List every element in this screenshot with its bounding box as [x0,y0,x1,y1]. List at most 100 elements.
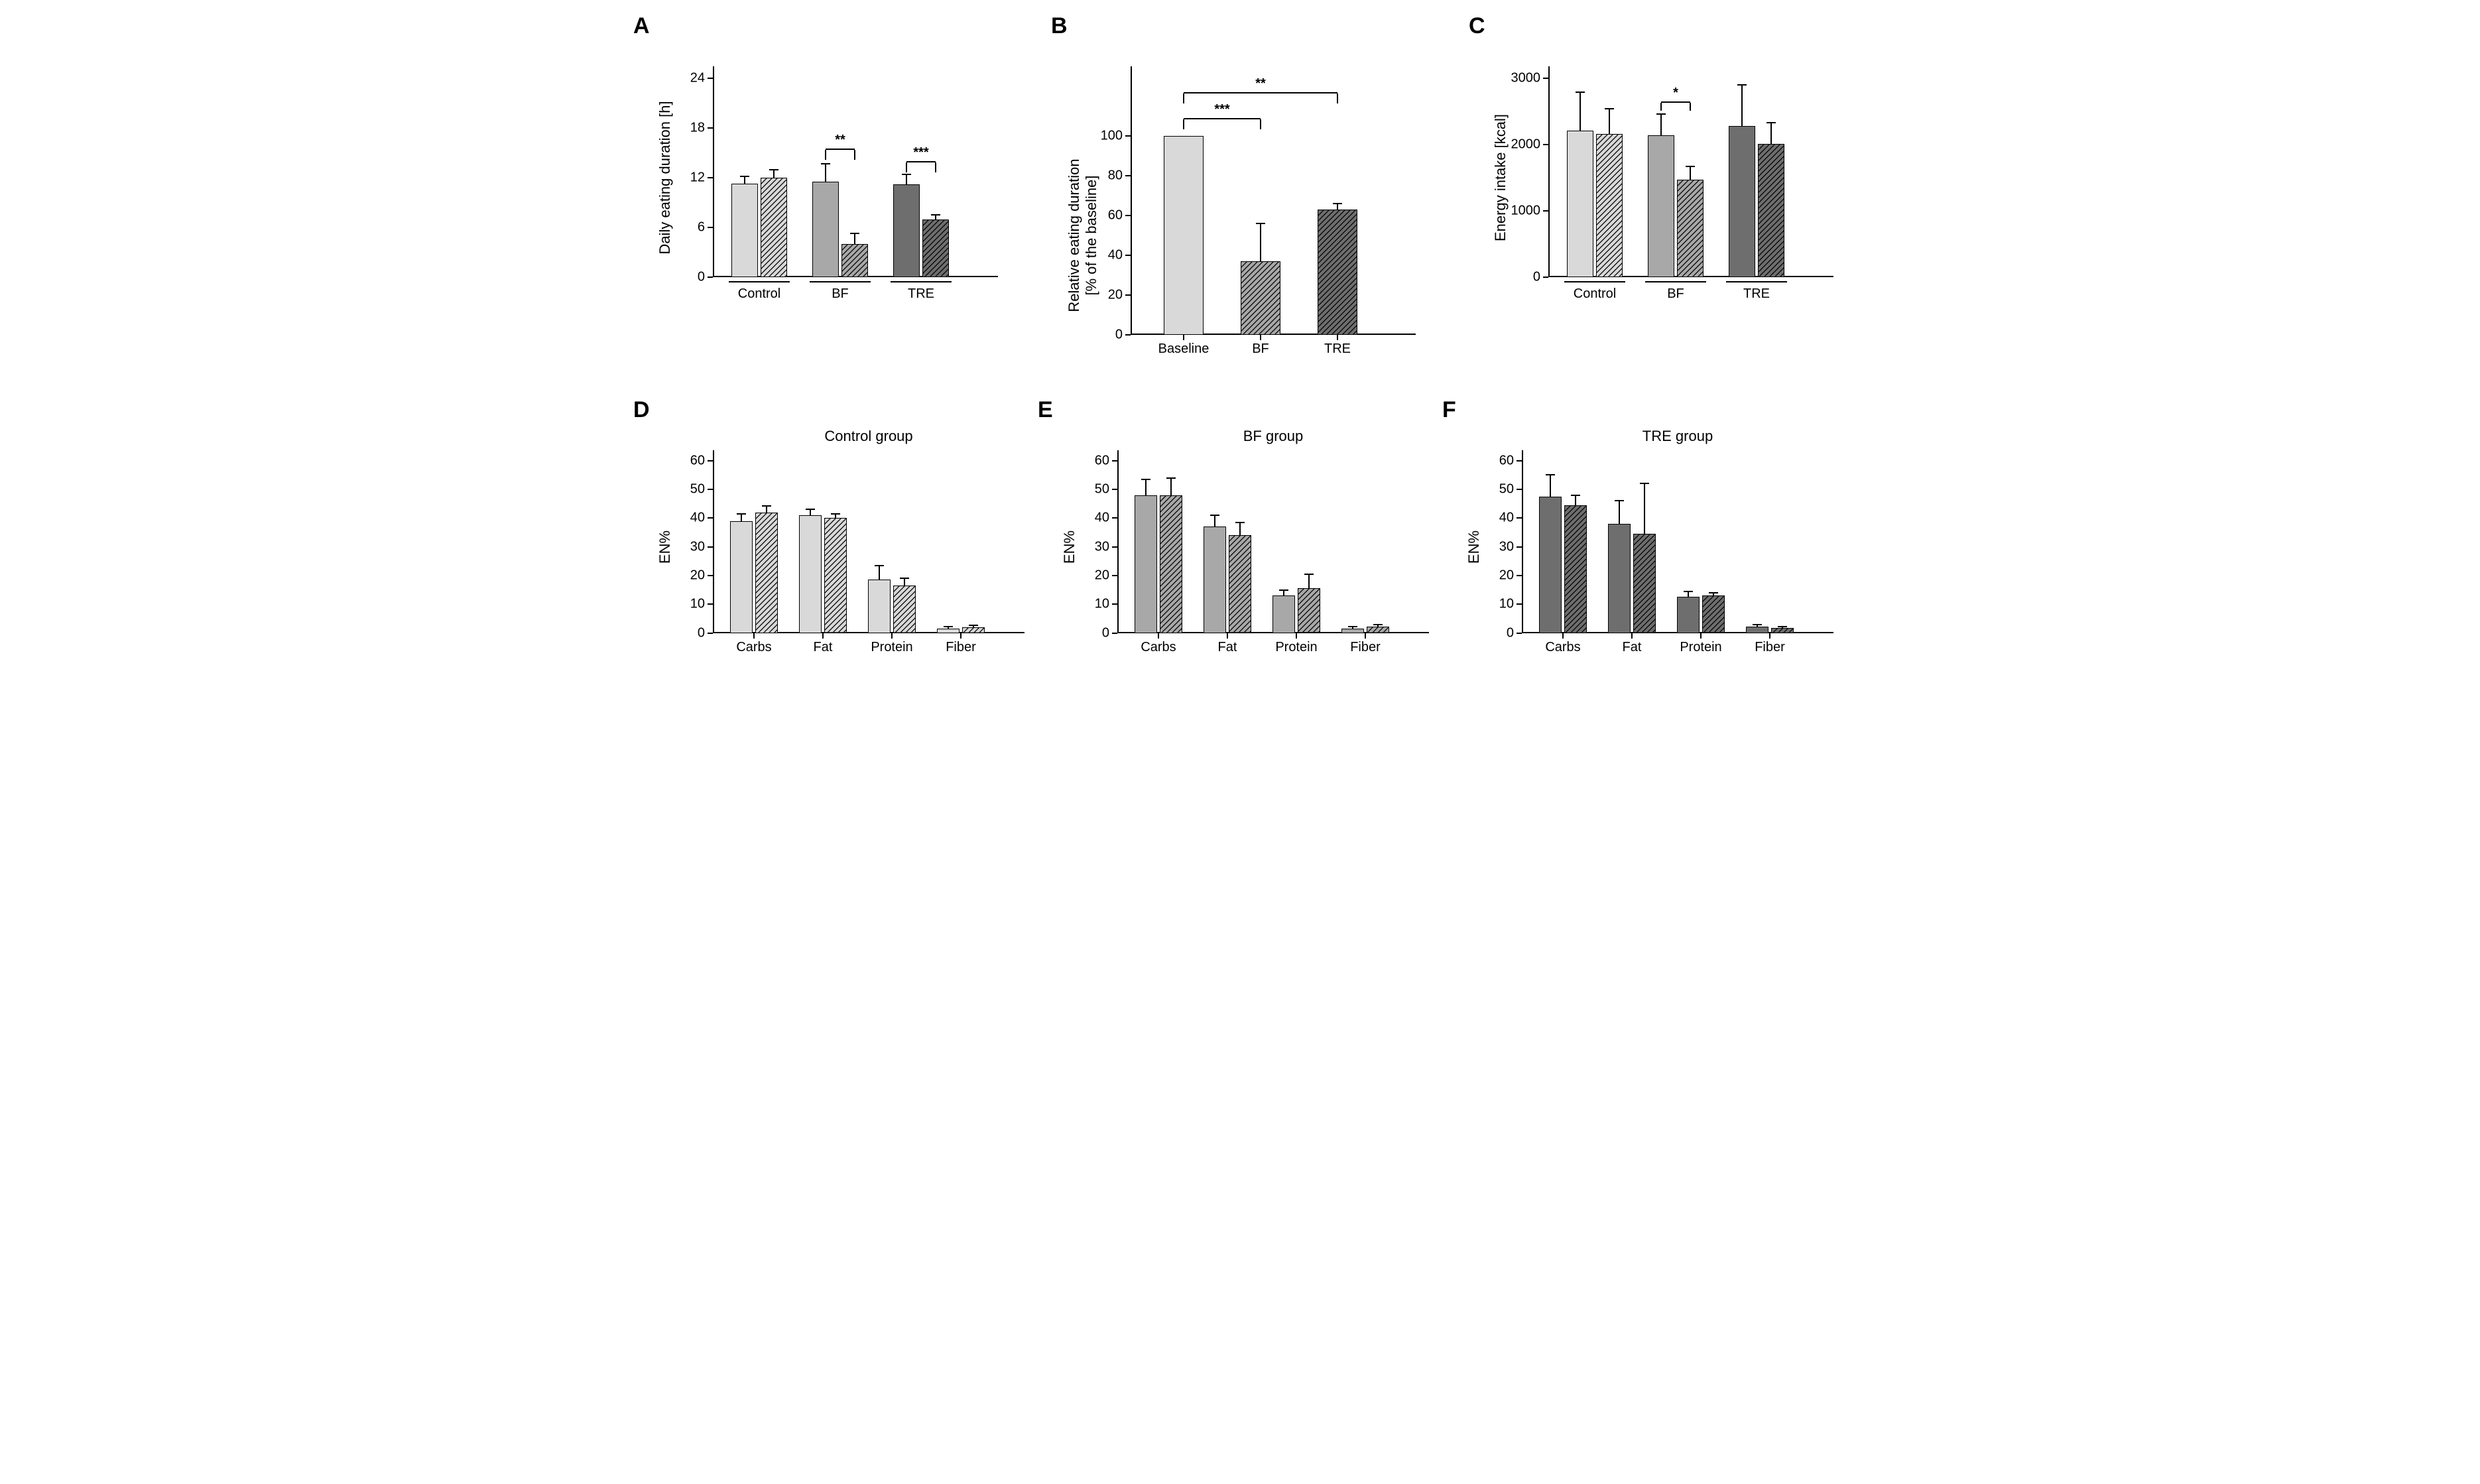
y-tick-label: 20 [1095,568,1117,583]
y-tick-label: 0 [1533,270,1548,285]
y-axis-label: EN% [656,530,674,564]
error-cap [737,513,746,515]
y-tick-label: 0 [698,270,713,285]
y-tick-label: 60 [1108,208,1131,223]
bar [1241,261,1280,335]
plot-area: 020406080100Relative eating duration[% o… [1131,136,1416,335]
error-cap [1684,591,1693,592]
y-tick-label: 40 [1499,511,1522,526]
y-tick-label: 40 [690,511,713,526]
bar [1564,505,1587,633]
error-bar [1214,515,1215,526]
x-tick [1158,633,1159,639]
bar [824,518,847,633]
error-cap [1605,108,1614,109]
y-tick-label: 6 [698,220,713,235]
plot-area: 0102030405060EN%CarbsFatProteinFiber [1522,461,1833,633]
error-bar [810,509,811,515]
error-bar [1145,479,1147,495]
error-cap [902,174,911,175]
panel-label: C [1469,13,1485,39]
bar [922,219,949,278]
top-row: A06121824Daily eating duration [h]Contro… [640,20,1840,371]
x-tick [1631,633,1633,639]
panel-title [1131,44,1416,61]
error-bar [1690,166,1691,180]
bar [1677,597,1700,633]
y-tick-label: 20 [1499,568,1522,583]
panel-title: BF group [1117,428,1429,445]
significance-text: * [1673,86,1678,101]
error-cap [740,176,749,177]
y-axis-label: Energy intake [kcal] [1492,114,1509,241]
error-bar [1741,85,1743,126]
significance-text: *** [913,145,928,160]
error-bar [766,506,767,513]
error-bar [773,170,775,178]
bar [730,521,753,633]
error-bar [1688,591,1689,597]
y-tick-label: 24 [690,71,713,86]
x-tick [1365,633,1366,639]
y-axis-label: Relative eating duration[% of the baseli… [1066,158,1100,312]
y-tick-label: 50 [1499,481,1522,497]
bar [868,580,891,633]
panel-label: A [633,13,650,39]
error-bar [879,566,880,580]
x-tick-label: Control [738,277,780,302]
x-tick [1296,633,1297,639]
y-tick-label: 10 [1499,597,1522,612]
x-tick-label: TRE [908,277,934,302]
bar [1318,210,1357,335]
error-cap [1709,592,1718,593]
bar [1367,627,1389,633]
y-tick-label: 20 [690,568,713,583]
y-tick-label: 18 [690,121,713,136]
y-axis [1131,66,1132,335]
error-cap [1640,483,1649,484]
error-cap [1656,113,1666,115]
error-cap [769,169,778,170]
bar [1229,535,1251,633]
x-tick [753,633,755,639]
bar [731,184,758,277]
panel-c: C0100020003000Energy intake [kcal]Contro… [1475,20,1840,371]
bar [1746,627,1768,633]
error-cap [806,509,815,510]
panel-f: FTRE group0102030405060EN%CarbsFatProtei… [1449,404,1840,669]
plot-area: 0102030405060EN%CarbsFatProteinFiber [1117,461,1429,633]
x-tick [1227,633,1228,639]
x-tick [960,633,961,639]
error-cap [1141,479,1150,480]
bar [1758,144,1784,277]
error-cap [1546,474,1555,475]
plot-area: 0102030405060EN%CarbsFatProteinFiber [713,461,1024,633]
error-cap [1373,624,1383,625]
error-bar [1660,114,1662,135]
bar [1677,180,1704,277]
error-bar [904,578,905,586]
error-bar [741,514,742,521]
error-bar [1337,204,1338,210]
error-cap [969,625,978,626]
error-bar [1550,475,1551,497]
y-tick-label: 30 [1499,539,1522,554]
panel-title [1548,44,1833,61]
y-axis [1117,450,1119,633]
y-tick-label: 60 [1499,453,1522,468]
error-cap [821,163,830,164]
error-cap [1166,477,1176,479]
error-cap [831,513,840,515]
y-axis [713,450,714,633]
error-bar [1308,574,1310,589]
panel-e: EBF group0102030405060EN%CarbsFatProtein… [1044,404,1436,669]
y-tick-label: 30 [1095,539,1117,554]
bar [1729,126,1755,277]
x-tick [891,633,893,639]
bar [755,513,778,633]
panel-title: Control group [713,428,1024,445]
bar [1596,134,1623,277]
bottom-row: DControl group0102030405060EN%CarbsFatPr… [640,404,1840,669]
bar [1272,595,1295,633]
error-cap [1235,522,1245,523]
